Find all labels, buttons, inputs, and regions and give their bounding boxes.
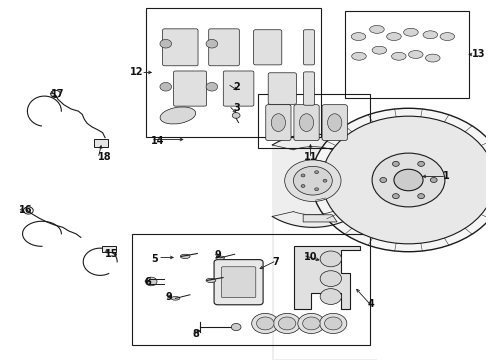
- FancyBboxPatch shape: [265, 105, 290, 140]
- Circle shape: [314, 171, 318, 174]
- Ellipse shape: [160, 107, 195, 124]
- Circle shape: [320, 289, 341, 305]
- Text: 7: 7: [272, 257, 279, 267]
- Circle shape: [323, 179, 326, 182]
- Ellipse shape: [351, 52, 366, 60]
- Text: 8: 8: [192, 329, 199, 339]
- Text: 12: 12: [130, 67, 143, 77]
- Text: 4: 4: [366, 299, 373, 309]
- Circle shape: [392, 194, 399, 199]
- FancyBboxPatch shape: [253, 30, 281, 65]
- FancyBboxPatch shape: [208, 29, 239, 66]
- Circle shape: [278, 317, 295, 330]
- Circle shape: [417, 161, 424, 166]
- Circle shape: [417, 194, 424, 199]
- Text: 2: 2: [233, 82, 240, 92]
- Polygon shape: [303, 215, 336, 222]
- Text: 9: 9: [214, 250, 221, 260]
- Ellipse shape: [350, 33, 365, 41]
- Text: 17: 17: [51, 89, 64, 99]
- Circle shape: [371, 153, 444, 207]
- Ellipse shape: [422, 31, 437, 39]
- FancyBboxPatch shape: [221, 267, 255, 298]
- Circle shape: [314, 188, 318, 191]
- Ellipse shape: [386, 33, 400, 41]
- Circle shape: [301, 185, 305, 188]
- Circle shape: [324, 317, 341, 330]
- Text: 1: 1: [442, 171, 448, 181]
- FancyBboxPatch shape: [322, 105, 346, 140]
- Ellipse shape: [299, 114, 313, 131]
- Circle shape: [311, 108, 488, 252]
- Circle shape: [392, 161, 399, 166]
- FancyBboxPatch shape: [223, 71, 253, 106]
- Ellipse shape: [391, 52, 405, 60]
- Text: 3: 3: [233, 103, 240, 113]
- Ellipse shape: [215, 256, 224, 260]
- Circle shape: [379, 177, 386, 183]
- Circle shape: [251, 314, 278, 333]
- Circle shape: [293, 166, 332, 195]
- Circle shape: [205, 82, 217, 91]
- FancyBboxPatch shape: [214, 260, 263, 305]
- Ellipse shape: [180, 254, 190, 258]
- FancyBboxPatch shape: [303, 72, 314, 105]
- Text: 11: 11: [303, 152, 317, 162]
- FancyBboxPatch shape: [173, 71, 206, 106]
- Text: 13: 13: [470, 49, 484, 59]
- Polygon shape: [294, 246, 359, 309]
- Text: 9: 9: [165, 292, 172, 302]
- FancyBboxPatch shape: [94, 139, 108, 147]
- Circle shape: [160, 82, 171, 91]
- Ellipse shape: [271, 114, 285, 131]
- Circle shape: [297, 314, 325, 333]
- Text: 6: 6: [143, 277, 150, 287]
- Circle shape: [232, 113, 240, 118]
- Ellipse shape: [371, 46, 386, 54]
- Text: 18: 18: [98, 152, 111, 162]
- Text: 15: 15: [105, 248, 118, 258]
- Circle shape: [145, 277, 157, 286]
- FancyBboxPatch shape: [102, 246, 116, 252]
- FancyBboxPatch shape: [267, 73, 296, 104]
- Ellipse shape: [439, 33, 454, 41]
- Circle shape: [284, 160, 340, 202]
- Circle shape: [160, 40, 171, 48]
- Circle shape: [273, 314, 300, 333]
- Text: 5: 5: [151, 254, 158, 264]
- FancyBboxPatch shape: [303, 30, 314, 65]
- Circle shape: [302, 317, 320, 330]
- Text: 10: 10: [304, 252, 317, 262]
- Circle shape: [256, 317, 273, 330]
- Circle shape: [205, 40, 217, 48]
- Circle shape: [301, 174, 305, 177]
- Ellipse shape: [425, 54, 439, 62]
- FancyBboxPatch shape: [293, 105, 319, 140]
- FancyBboxPatch shape: [163, 29, 198, 66]
- Ellipse shape: [327, 114, 341, 131]
- Text: 16: 16: [19, 206, 33, 216]
- Ellipse shape: [369, 26, 384, 33]
- Ellipse shape: [407, 50, 422, 58]
- Circle shape: [231, 323, 241, 330]
- Ellipse shape: [403, 28, 417, 36]
- Ellipse shape: [205, 278, 215, 283]
- Circle shape: [322, 116, 488, 244]
- Circle shape: [393, 169, 422, 191]
- Circle shape: [429, 177, 436, 183]
- Circle shape: [319, 314, 346, 333]
- Ellipse shape: [171, 297, 180, 300]
- Circle shape: [320, 251, 341, 267]
- Circle shape: [320, 271, 341, 287]
- Text: 14: 14: [151, 136, 164, 145]
